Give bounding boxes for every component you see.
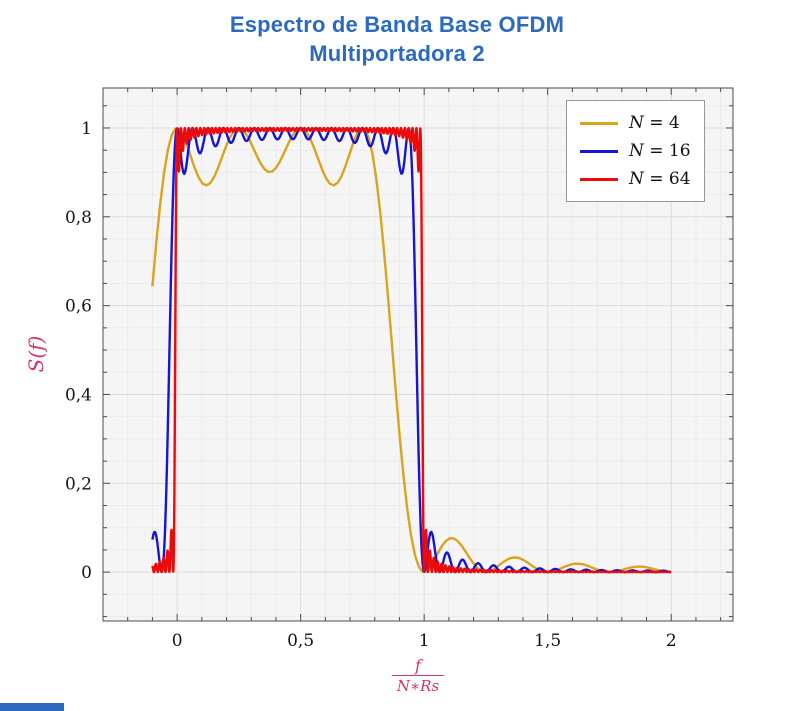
x-axis-label-denominator: N∗Rs bbox=[391, 675, 445, 696]
series-curves bbox=[151, 126, 673, 574]
x-tick-label: 2 bbox=[666, 631, 677, 651]
legend-entry-n64: N = 64 bbox=[580, 165, 691, 193]
x-tick-label: 1 bbox=[419, 631, 430, 651]
legend-label-n16: N = 16 bbox=[629, 141, 691, 161]
tick-marks bbox=[103, 88, 733, 621]
y-tick-label: 0 bbox=[81, 563, 92, 583]
y-tick-label: 0,4 bbox=[65, 385, 92, 405]
y-axis-label: S(f) bbox=[24, 335, 48, 373]
axes-frame bbox=[102, 87, 734, 622]
cropped-blue-ui-fragment bbox=[0, 703, 64, 711]
y-tick-label: 0,2 bbox=[65, 474, 92, 494]
chart-title-line2: Multiportadora 2 bbox=[309, 41, 485, 66]
legend-entry-n4: N = 4 bbox=[580, 109, 691, 137]
chart-title: Espectro de Banda Base OFDM Multiportado… bbox=[0, 10, 794, 68]
legend-label-n64: N = 64 bbox=[629, 169, 691, 189]
x-tick-label: 0,5 bbox=[287, 631, 314, 651]
x-tick-label: 0 bbox=[172, 631, 183, 651]
x-axis-label: f N∗Rs bbox=[391, 656, 445, 696]
y-tick-label: 0,6 bbox=[65, 297, 92, 317]
legend-line-sample-n16 bbox=[580, 149, 618, 153]
y-tick-label: 1 bbox=[81, 119, 92, 139]
legend-line-sample-n4 bbox=[580, 121, 618, 125]
legend-label-n4: N = 4 bbox=[629, 113, 680, 133]
x-tick-label: 1,5 bbox=[534, 631, 561, 651]
tick-labels: 0 0,5 1 1,5 2 0 0,2 0,4 0,6 0,8 1 bbox=[65, 119, 677, 651]
x-axis-label-numerator: f bbox=[415, 656, 421, 675]
legend-line-sample-n64 bbox=[580, 177, 618, 181]
chart-title-line1: Espectro de Banda Base OFDM bbox=[229, 12, 565, 37]
legend-box: N = 4 N = 16 N = 64 bbox=[566, 100, 705, 202]
y-tick-label: 0,8 bbox=[65, 208, 92, 228]
legend-entry-n16: N = 16 bbox=[580, 137, 691, 165]
major-grid bbox=[103, 88, 733, 621]
series-line-64 bbox=[151, 126, 673, 574]
